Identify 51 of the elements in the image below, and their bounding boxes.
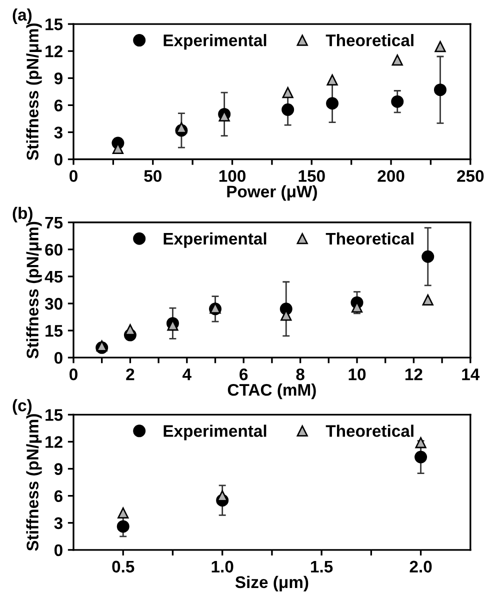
x-tick-label: 2	[126, 368, 134, 380]
legend-label: Experimental	[164, 34, 266, 50]
legend-label: Theoretical	[326, 34, 414, 46]
y-tick-label: 6	[54, 490, 62, 502]
y-tick-label: 9	[54, 72, 62, 84]
chart-title: (b)	[12, 206, 32, 222]
x-tick-label: 200	[378, 170, 404, 182]
x-axis-title: Size (μm)	[235, 576, 308, 592]
y-axis-title: Stiffness (pN/μm)	[26, 23, 42, 160]
x-tick-label: 2.0	[410, 560, 432, 573]
x-tick-label: 10	[348, 368, 366, 380]
x-tick-label: 6	[240, 368, 248, 380]
y-tick-label: 9	[54, 463, 62, 475]
y-tick-label: 15	[46, 18, 63, 30]
x-axis-title: Power (μW)	[227, 185, 317, 201]
x-tick-label: 4	[182, 368, 192, 380]
legend-label: Theoretical	[326, 232, 414, 245]
y-tick-label: 0	[54, 544, 62, 556]
x-axis-title: CTAC (mM)	[228, 384, 316, 400]
y-tick-label: 60	[45, 244, 62, 256]
y-tick-label: 3	[54, 517, 62, 530]
y-tick-label: 12	[46, 436, 62, 448]
x-tick-label: 150	[298, 170, 325, 182]
legend-label: Experimental	[164, 232, 266, 248]
x-tick-label: 250	[457, 170, 484, 182]
y-tick-label: 15	[46, 325, 63, 337]
x-tick-label: 0.5	[112, 560, 134, 573]
y-tick-label: 3	[54, 126, 62, 138]
x-tick-label: 0	[70, 170, 78, 182]
x-tick-label: 8	[296, 368, 304, 380]
x-tick-label: 12	[405, 368, 422, 380]
x-tick-label: 1.5	[311, 560, 333, 573]
legend-label: Experimental	[164, 424, 266, 440]
y-axis-title: Stiffness (pN/μm)	[26, 414, 42, 551]
y-tick-label: 12	[46, 45, 62, 58]
chart-title: (c)	[12, 399, 32, 415]
y-axis-title: Stiffness (pN/μm)	[26, 222, 42, 358]
x-tick-label: 14	[462, 368, 480, 380]
x-tick-label: 0	[70, 368, 78, 380]
y-tick-label: 45	[44, 271, 63, 283]
x-tick-label: 100	[219, 170, 246, 182]
y-tick-label: 75	[45, 216, 63, 229]
y-tick-label: 30	[44, 298, 62, 310]
y-tick-label: 0	[54, 352, 62, 364]
y-tick-label: 6	[54, 100, 62, 112]
chart-title: (a)	[12, 8, 32, 24]
legend-label: Theoretical	[326, 424, 414, 437]
x-tick-label: 1.0	[212, 560, 234, 573]
x-tick-label: 50	[144, 170, 162, 182]
y-tick-label: 15	[46, 409, 63, 421]
y-tick-label: 0	[54, 154, 62, 166]
